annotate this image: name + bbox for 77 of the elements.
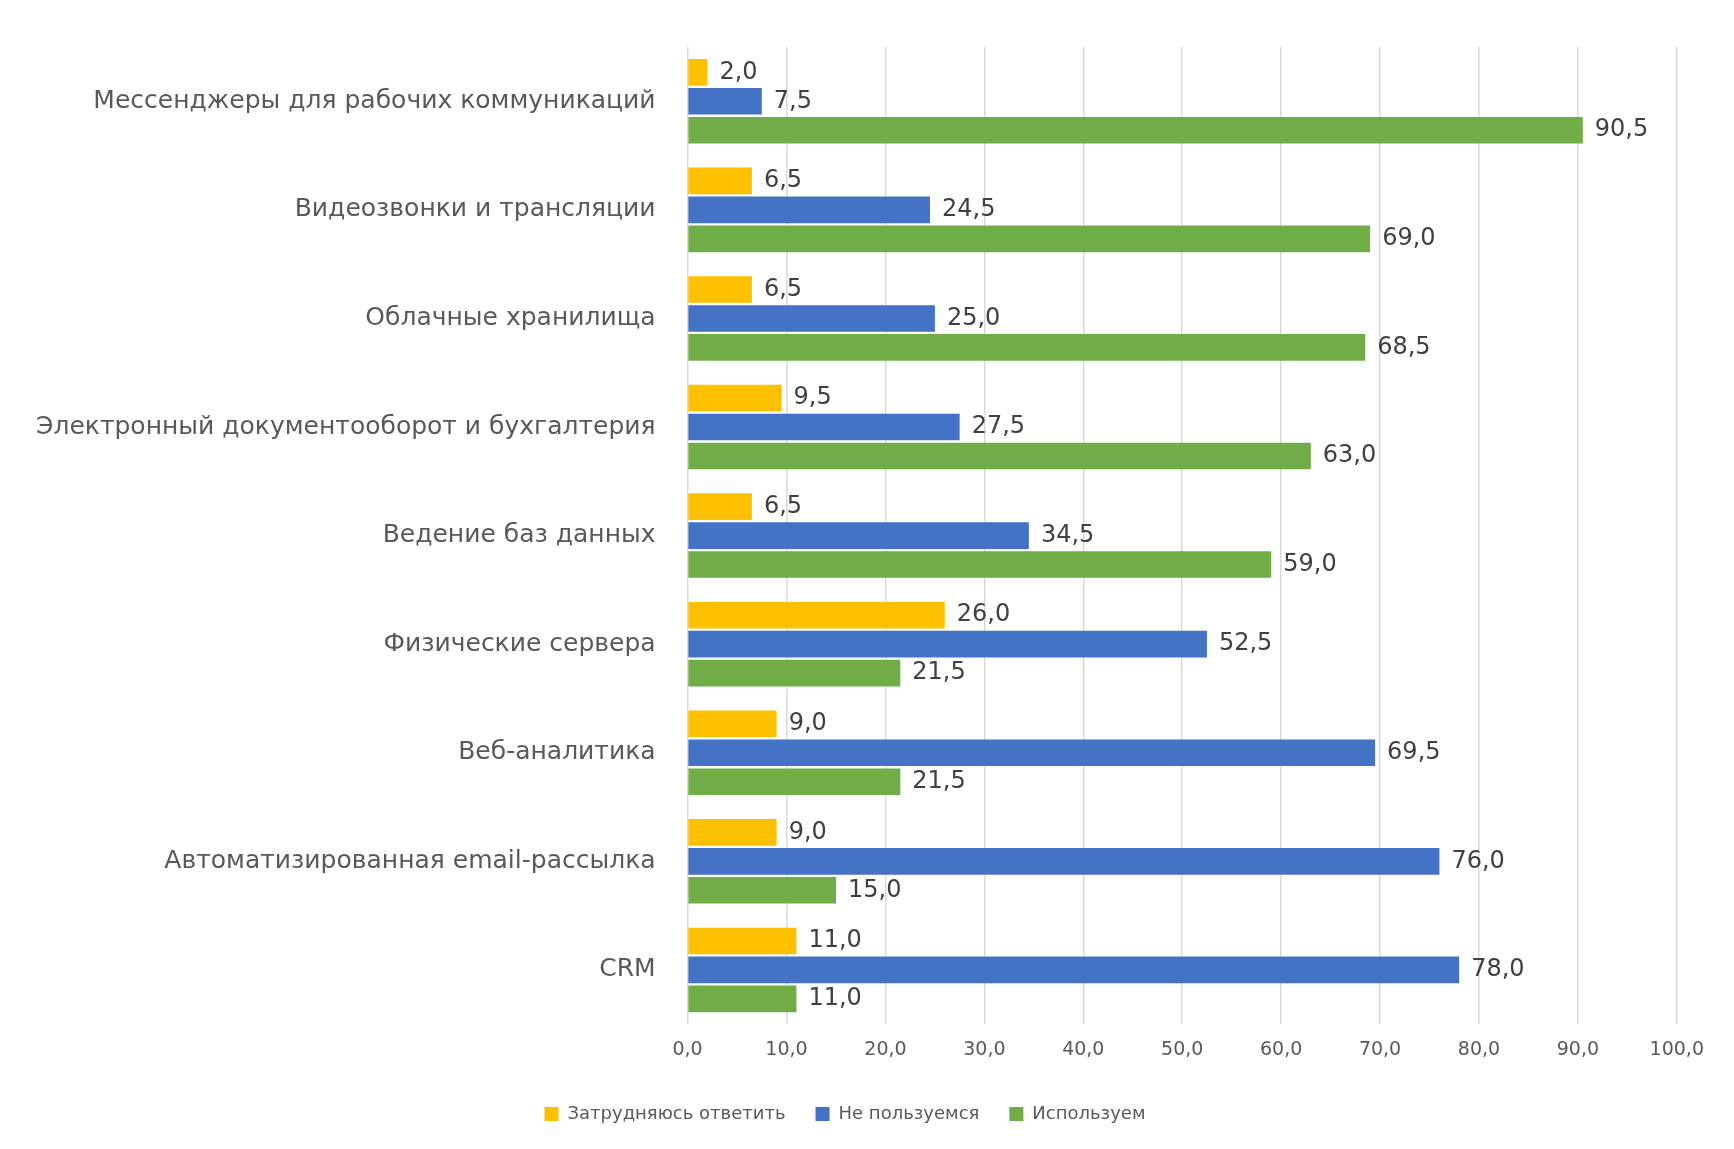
bar <box>688 985 797 1013</box>
legend-label: Затрудняюсь ответить <box>567 1101 786 1123</box>
bar <box>688 630 1207 658</box>
bar <box>688 167 752 195</box>
y-tick-label: Физические сервера <box>383 627 656 657</box>
data-label: 21,5 <box>912 765 966 794</box>
y-tick-label: Мессенджеры для рабочих коммуникаций <box>93 84 656 114</box>
bar <box>688 848 1440 875</box>
data-label: 59,0 <box>1283 548 1337 577</box>
bar <box>688 384 782 412</box>
data-label: 78,0 <box>1471 954 1525 983</box>
data-label: 15,0 <box>847 874 902 903</box>
y-tick-label: Ведение баз данных <box>382 519 656 549</box>
x-tick-label: 50,0 <box>1161 1036 1204 1059</box>
data-label: 2,0 <box>719 56 758 85</box>
x-tick-label: 80,0 <box>1457 1036 1501 1059</box>
x-tick-label: 100,0 <box>1649 1036 1705 1059</box>
data-label: 25,0 <box>946 302 1001 331</box>
x-tick-label: 0,0 <box>672 1036 703 1059</box>
bar <box>688 334 1366 361</box>
bar <box>688 956 1460 984</box>
x-tick-label: 70,0 <box>1358 1036 1402 1059</box>
bar <box>688 659 901 687</box>
legend-label: Не пользуемся <box>838 1101 980 1123</box>
data-label: 52,5 <box>1218 628 1273 657</box>
data-label: 9,5 <box>793 382 832 411</box>
bar <box>688 927 797 955</box>
x-tick-label: 40,0 <box>1062 1036 1105 1059</box>
data-label: 7,5 <box>773 85 812 114</box>
bar <box>688 59 708 86</box>
bar <box>688 413 960 441</box>
data-label: 69,5 <box>1387 736 1441 765</box>
data-label: 76,0 <box>1451 845 1505 874</box>
data-label: 11,0 <box>808 983 862 1012</box>
bar <box>688 276 752 303</box>
y-tick-label: Облачные хранилища <box>365 301 656 331</box>
bar <box>688 196 930 224</box>
x-tick-label: 10,0 <box>765 1036 808 1059</box>
data-label: 11,0 <box>808 925 862 954</box>
x-tick-label: 20,0 <box>864 1036 907 1059</box>
data-label: 6,5 <box>763 490 803 519</box>
data-label: 69,0 <box>1382 223 1436 252</box>
bar <box>688 87 762 115</box>
bar <box>688 601 945 629</box>
data-label: 6,5 <box>763 273 803 302</box>
x-tick-label: 60,0 <box>1259 1036 1303 1059</box>
bar <box>688 768 901 796</box>
bar <box>688 522 1029 549</box>
x-tick-label: 90,0 <box>1556 1036 1600 1059</box>
legend-label: Используем <box>1032 1101 1146 1123</box>
bar <box>688 493 752 520</box>
y-tick-label: Видеозвонки и трансляции <box>294 193 656 223</box>
y-tick-label: Веб-аналитика <box>458 736 656 766</box>
data-label: 90,5 <box>1594 114 1649 143</box>
data-label: 34,5 <box>1040 519 1095 548</box>
bar <box>688 819 777 846</box>
data-label: 68,5 <box>1377 331 1431 360</box>
data-label: 9,0 <box>788 816 827 845</box>
bar <box>688 739 1376 767</box>
data-label: 27,5 <box>971 411 1026 440</box>
bar <box>688 876 836 904</box>
data-label: 63,0 <box>1322 440 1377 469</box>
data-label: 9,0 <box>788 708 827 737</box>
y-tick-label: Автоматизированная email-рассылка <box>164 844 656 874</box>
data-label: 24,5 <box>941 194 996 223</box>
bar <box>688 551 1272 578</box>
x-tick-label: 30,0 <box>963 1036 1006 1059</box>
bar <box>688 116 1583 144</box>
y-tick-label: CRM <box>599 953 656 983</box>
data-label: 26,0 <box>956 599 1011 628</box>
bar <box>688 305 935 332</box>
y-tick-label: Электронный документооборот и бухгалтерия <box>36 410 656 440</box>
bar <box>688 442 1311 470</box>
data-label: 21,5 <box>912 657 966 686</box>
bar <box>688 710 777 738</box>
bar <box>688 225 1371 253</box>
data-label: 6,5 <box>763 165 803 194</box>
